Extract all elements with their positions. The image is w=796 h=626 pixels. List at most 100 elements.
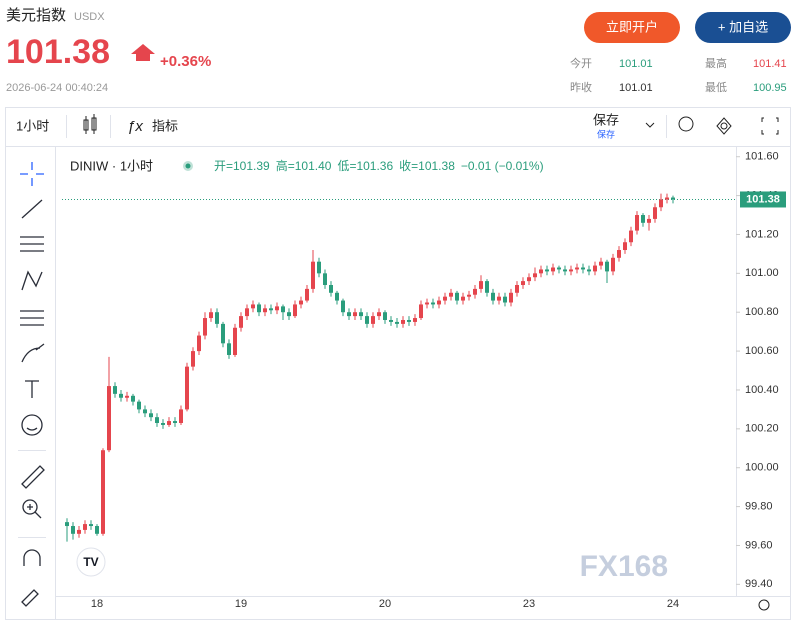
candle-type-icon[interactable]	[83, 114, 97, 134]
candle-body	[413, 318, 417, 322]
button-bg[interactable]	[695, 12, 791, 43]
y-tick-label: 100.60	[745, 345, 779, 357]
candle-body	[515, 285, 519, 293]
candle-body	[635, 215, 639, 231]
candle-body	[557, 267, 561, 270]
candle-body	[533, 273, 537, 278]
stat-value: 101.01	[619, 58, 653, 70]
candle-body	[329, 285, 333, 293]
candle-body	[461, 296, 465, 301]
indicators[interactable]: 指标	[152, 118, 178, 133]
candle-body	[485, 281, 489, 293]
candle-body	[479, 281, 483, 289]
timestamp: 2026-06-24 00:40:24	[6, 82, 108, 94]
candle-body	[101, 450, 105, 534]
tv-logo-bg	[76, 547, 106, 577]
watermark: FX168	[580, 550, 668, 583]
y-tick-label: 101.20	[745, 228, 779, 240]
candle-body	[455, 292, 459, 301]
candle-body	[587, 269, 591, 272]
stat-value: 100.95	[753, 82, 787, 94]
candle-body	[569, 269, 573, 272]
up-arrow	[131, 44, 155, 61]
candle-body	[431, 302, 435, 305]
save[interactable]: 保存	[593, 112, 619, 127]
change: +0.36%	[160, 53, 211, 70]
alert-icon[interactable]	[678, 116, 694, 132]
last-price-box	[740, 191, 786, 208]
candle-body	[563, 269, 567, 272]
y-tick-label: 100.40	[745, 384, 779, 396]
drawing-tools[interactable]	[20, 162, 45, 607]
candle-body	[83, 524, 87, 530]
candle-body	[197, 335, 201, 352]
candle-body	[257, 304, 261, 313]
candle-body	[449, 292, 453, 297]
button-label[interactable]: 立即开户	[606, 19, 658, 34]
settings-icon[interactable]	[716, 117, 732, 135]
last-price-label: 101.38	[746, 193, 780, 205]
settings-icon-dot	[720, 122, 728, 130]
candle-body	[221, 323, 225, 344]
y-tick-label: 100.20	[745, 423, 779, 435]
candle-body	[215, 312, 219, 324]
candle-body	[203, 318, 207, 336]
candle-body	[161, 423, 165, 425]
candle-body	[473, 288, 477, 295]
open-account-button[interactable]: 立即开户	[584, 12, 680, 43]
candle-body	[341, 300, 345, 313]
stat-value: 101.01	[619, 82, 653, 94]
button-label[interactable]: + 加自选	[718, 19, 768, 34]
candle-body	[95, 526, 99, 534]
candle-body	[263, 308, 267, 313]
axis-settings[interactable]	[758, 599, 770, 611]
candle-body	[89, 524, 93, 527]
y-tick-label: 101.60	[745, 151, 779, 163]
candle-body	[275, 306, 279, 311]
candle-body	[641, 215, 645, 223]
candle-body	[665, 197, 669, 200]
candle-body	[143, 409, 147, 414]
ohlc-value: −0.01 (−0.01%)	[461, 159, 544, 173]
x-tick-label: 20	[379, 598, 391, 610]
fx-icon[interactable]: ƒx	[127, 118, 143, 135]
candle-body	[593, 265, 597, 272]
candle-body	[71, 526, 75, 534]
candle-body	[671, 197, 675, 200]
code: USDX	[74, 11, 105, 23]
ohlc-legend: 开=101.39 高=101.40 低=101.36 收=101.38 −0.01 (−…	[214, 158, 544, 173]
candle-body	[605, 261, 609, 272]
x-tick-label: 24	[667, 598, 679, 610]
candle-body	[575, 267, 579, 270]
candle-body	[251, 304, 255, 309]
candle-body	[65, 522, 69, 527]
candle-body	[371, 316, 375, 324]
watchlist-button[interactable]: + 加自选	[695, 12, 791, 43]
candle-body	[323, 273, 327, 286]
candle-body	[467, 294, 471, 297]
dropdown-icon[interactable]	[645, 122, 655, 128]
candle-body	[227, 343, 231, 355]
x-tick-label: 19	[235, 598, 247, 610]
candle-body	[653, 207, 657, 219]
ohlc-value: 开=101.39	[214, 159, 270, 173]
candle-body	[623, 242, 627, 251]
button-bg[interactable]	[584, 12, 680, 43]
stat-value: 101.41	[753, 58, 787, 70]
candle-body	[365, 316, 369, 324]
y-tick-label: 99.60	[745, 539, 773, 551]
candle-body	[659, 199, 663, 208]
candle-body	[437, 300, 441, 305]
ohlc-value: 收=101.38	[399, 159, 455, 173]
candle-body	[647, 218, 651, 223]
candle-body	[173, 421, 177, 424]
candle-body	[167, 421, 171, 425]
candle-body	[443, 296, 447, 301]
candle-body	[269, 308, 273, 311]
fullscreen-icon[interactable]	[761, 117, 779, 135]
candle-body	[305, 288, 309, 301]
y-tick-label: 99.40	[745, 578, 773, 590]
interval[interactable]: 1小时	[16, 118, 49, 133]
stat-label: 最低	[705, 81, 727, 94]
